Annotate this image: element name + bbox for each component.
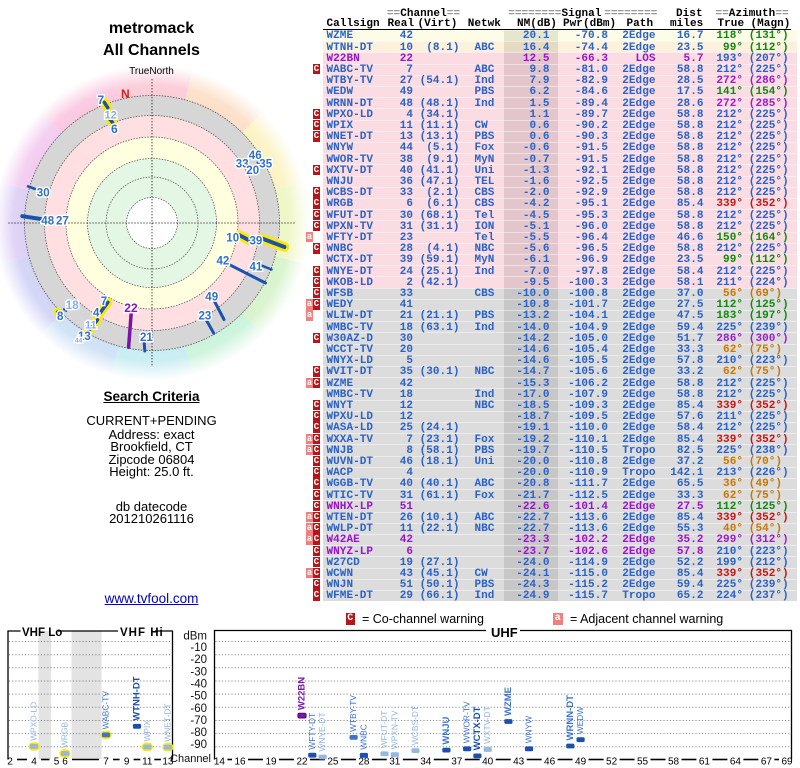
svg-text:11: 11 bbox=[142, 757, 153, 768]
svg-text:12: 12 bbox=[105, 110, 117, 122]
svg-text:13: 13 bbox=[162, 757, 174, 768]
svg-text:WCBS-DT: WCBS-DT bbox=[410, 706, 420, 745]
svg-text:N: N bbox=[121, 87, 130, 101]
svg-text:8: 8 bbox=[57, 311, 64, 323]
svg-text:WNBC: WNBC bbox=[358, 724, 368, 750]
svg-text:58: 58 bbox=[668, 757, 680, 768]
svg-text:WWOR-TV: WWOR-TV bbox=[462, 701, 472, 743]
svg-text:WFTY-DT: WFTY-DT bbox=[307, 713, 317, 750]
svg-text:21: 21 bbox=[140, 332, 153, 344]
svg-text:34: 34 bbox=[420, 757, 432, 768]
svg-text:-80: -80 bbox=[190, 727, 207, 739]
svg-text:6: 6 bbox=[111, 122, 118, 136]
svg-text:WRNN-DT: WRNN-DT bbox=[565, 695, 576, 741]
svg-text:25: 25 bbox=[327, 757, 339, 768]
svg-text:-60: -60 bbox=[190, 703, 207, 715]
svg-text:WFUT-DT: WFUT-DT bbox=[379, 711, 389, 749]
svg-text:WNET-DT: WNET-DT bbox=[162, 704, 172, 742]
svg-text:64: 64 bbox=[730, 757, 742, 768]
svg-text:69: 69 bbox=[781, 757, 793, 768]
svg-text:WTBY-TV: WTBY-TV bbox=[348, 695, 358, 732]
svg-text:52: 52 bbox=[606, 757, 618, 768]
svg-text:44: 44 bbox=[75, 338, 83, 345]
svg-text:18: 18 bbox=[66, 300, 79, 312]
svg-text:46: 46 bbox=[544, 757, 556, 768]
svg-text:49: 49 bbox=[575, 757, 587, 768]
svg-text:7: 7 bbox=[98, 93, 105, 107]
svg-text:27: 27 bbox=[56, 216, 69, 228]
svg-text:35: 35 bbox=[259, 159, 272, 171]
svg-text:WNJU: WNJU bbox=[441, 716, 452, 744]
svg-text:6: 6 bbox=[62, 757, 68, 768]
svg-text:4: 4 bbox=[31, 757, 37, 768]
svg-text:Channel: Channel bbox=[170, 753, 211, 765]
svg-text:61: 61 bbox=[699, 757, 711, 768]
svg-text:41: 41 bbox=[250, 262, 263, 274]
svg-text:-70: -70 bbox=[190, 715, 207, 727]
svg-text:WPXO-LD: WPXO-LD bbox=[29, 702, 39, 741]
svg-text:VHF Hi: VHF Hi bbox=[120, 627, 164, 639]
svg-text:33: 33 bbox=[236, 159, 249, 171]
svg-text:13: 13 bbox=[78, 331, 91, 343]
svg-text:WPIX: WPIX bbox=[142, 720, 152, 742]
svg-text:49: 49 bbox=[205, 292, 218, 304]
svg-text:20: 20 bbox=[246, 165, 259, 177]
svg-text:WABC-TV: WABC-TV bbox=[101, 691, 111, 730]
svg-text:22: 22 bbox=[124, 301, 138, 315]
svg-text:23: 23 bbox=[199, 310, 212, 322]
svg-text:WTNH-DT: WTNH-DT bbox=[132, 676, 143, 721]
svg-text:5: 5 bbox=[54, 757, 60, 768]
svg-text:2: 2 bbox=[7, 757, 13, 768]
svg-text:4: 4 bbox=[93, 308, 100, 320]
svg-text:-30: -30 bbox=[190, 666, 207, 678]
svg-text:-10: -10 bbox=[190, 642, 207, 654]
svg-text:7: 7 bbox=[103, 757, 109, 768]
svg-text:7: 7 bbox=[101, 296, 107, 308]
svg-text:dBm: dBm bbox=[183, 631, 207, 643]
svg-text:46: 46 bbox=[249, 150, 262, 162]
svg-text:WZME: WZME bbox=[503, 687, 514, 716]
svg-text:30: 30 bbox=[37, 188, 50, 200]
svg-text:31: 31 bbox=[389, 757, 401, 768]
svg-text:-90: -90 bbox=[190, 739, 207, 751]
svg-text:WXTV-DT: WXTV-DT bbox=[482, 706, 492, 744]
svg-text:39: 39 bbox=[250, 236, 263, 248]
svg-text:-20: -20 bbox=[190, 654, 207, 666]
svg-text:28: 28 bbox=[358, 757, 370, 768]
svg-text:-40: -40 bbox=[190, 679, 207, 691]
svg-text:UHF: UHF bbox=[491, 625, 518, 640]
svg-text:W22BN: W22BN bbox=[297, 677, 308, 710]
svg-text:19: 19 bbox=[265, 757, 277, 768]
svg-text:40: 40 bbox=[482, 757, 494, 768]
svg-text:14: 14 bbox=[214, 757, 226, 768]
svg-text:48: 48 bbox=[41, 216, 54, 228]
svg-text:-50: -50 bbox=[190, 691, 207, 703]
svg-text:WNYW: WNYW bbox=[524, 716, 534, 744]
svg-text:16: 16 bbox=[234, 757, 246, 768]
svg-text:WEDW: WEDW bbox=[575, 707, 585, 735]
svg-text:VHF Lo: VHF Lo bbox=[22, 627, 62, 639]
svg-text:22: 22 bbox=[296, 757, 308, 768]
svg-text:WNYE-DT: WNYE-DT bbox=[317, 712, 327, 751]
svg-text:WRGB: WRGB bbox=[60, 722, 70, 748]
svg-text:37: 37 bbox=[451, 757, 463, 768]
svg-text:11: 11 bbox=[85, 319, 97, 331]
svg-text:10: 10 bbox=[226, 233, 239, 245]
svg-text:WPXN-TV: WPXN-TV bbox=[389, 710, 399, 749]
svg-text:WCTX-DT: WCTX-DT bbox=[472, 706, 483, 750]
svg-text:42: 42 bbox=[217, 256, 230, 268]
svg-text:55: 55 bbox=[637, 757, 649, 768]
svg-text:9: 9 bbox=[124, 757, 130, 768]
svg-text:67: 67 bbox=[761, 757, 773, 768]
svg-text:43: 43 bbox=[513, 757, 525, 768]
